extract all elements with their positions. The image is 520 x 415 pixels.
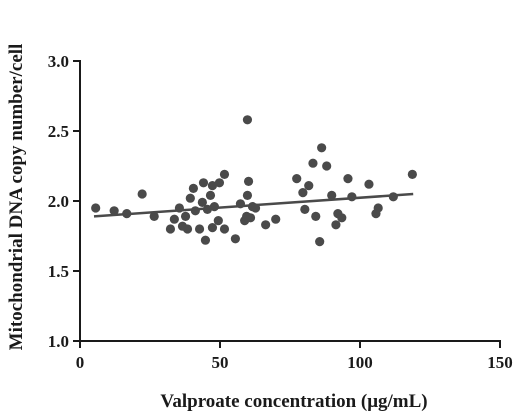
data-point: [194, 224, 205, 234]
y-tick-label: 1.0: [48, 332, 69, 351]
data-point: [200, 235, 211, 245]
data-point: [364, 179, 374, 189]
data-point: [198, 178, 209, 188]
data-point: [315, 237, 325, 247]
data-point: [209, 202, 219, 212]
data-point: [235, 199, 246, 209]
data-point: [308, 158, 318, 168]
plot-area: 1.0 1.5 2.0 2.5 3.0 0 50 100 150: [48, 52, 513, 372]
data-point: [207, 181, 218, 191]
data-point: [174, 203, 184, 213]
data-point: [165, 224, 176, 234]
data-point: [242, 190, 253, 200]
data-point: [331, 220, 341, 230]
data-point: [271, 214, 281, 224]
data-point: [298, 188, 308, 198]
data-point: [214, 178, 225, 188]
data-point: [109, 206, 119, 216]
x-tick-label: 0: [76, 353, 85, 372]
y-tick-label: 1.5: [48, 262, 69, 281]
data-point: [180, 211, 191, 221]
data-point: [304, 181, 314, 191]
data-points: [91, 115, 417, 247]
y-tick-label: 3.0: [48, 52, 69, 71]
data-point: [407, 169, 417, 179]
data-point: [245, 213, 256, 223]
x-tick-label: 50: [212, 353, 229, 372]
data-point: [230, 234, 240, 244]
x-tick-label: 150: [487, 353, 513, 372]
data-point: [185, 193, 195, 203]
data-point: [347, 192, 357, 202]
data-point: [219, 169, 230, 179]
data-point: [317, 143, 327, 153]
data-point: [188, 183, 198, 193]
data-point: [190, 206, 200, 216]
data-point: [202, 204, 212, 214]
data-point: [207, 223, 218, 233]
x-axis-title: Valproate concentration (μg/mL): [160, 391, 427, 412]
data-point: [169, 214, 179, 224]
data-point: [122, 209, 132, 219]
data-point: [327, 190, 337, 200]
data-point: [149, 211, 159, 221]
x-axis-ticks: 0 50 100 150: [76, 341, 513, 372]
y-tick-label: 2.0: [48, 192, 69, 211]
data-point: [343, 174, 353, 184]
y-axis-title: Mitochondrial DNA copy number/cell: [6, 44, 27, 351]
data-point: [300, 204, 310, 214]
x-tick-label: 100: [347, 353, 373, 372]
data-point: [213, 216, 223, 226]
data-point: [205, 190, 216, 200]
data-point: [219, 224, 230, 234]
data-point: [373, 203, 383, 213]
y-axis-ticks: 1.0 1.5 2.0 2.5 3.0: [48, 52, 80, 351]
data-point: [197, 197, 207, 207]
data-point: [388, 192, 398, 202]
data-point: [182, 224, 193, 234]
data-point: [322, 161, 332, 171]
data-point: [261, 220, 271, 230]
data-point: [243, 176, 254, 186]
data-point: [250, 203, 261, 213]
data-point: [311, 211, 321, 221]
y-tick-label: 2.5: [48, 122, 69, 141]
data-point: [91, 203, 101, 213]
data-point: [242, 115, 253, 125]
data-point: [292, 174, 302, 184]
data-point: [337, 213, 347, 223]
data-point: [137, 189, 147, 199]
